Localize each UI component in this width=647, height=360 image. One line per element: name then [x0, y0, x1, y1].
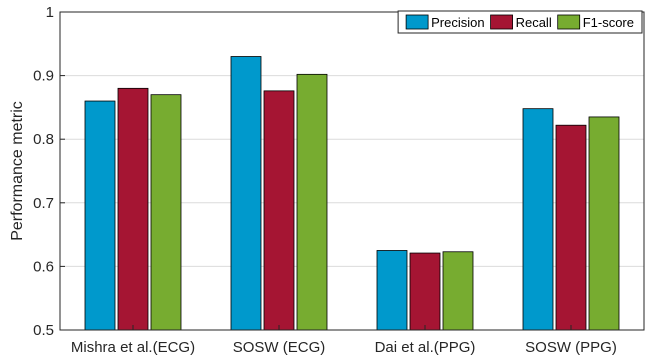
- y-tick-label: 0.8: [33, 131, 54, 148]
- bars: [84, 56, 620, 331]
- x-category-label: Mishra et al.(ECG): [71, 339, 195, 356]
- bar-precision-2: [376, 250, 408, 331]
- axes-box: [59, 11, 645, 331]
- x-category-label: SOSW (PPG): [525, 339, 617, 356]
- legend-swatch-2: [557, 14, 581, 30]
- y-tick-labels: 0.5 0.6 0.7 0.8 0.9 1: [33, 4, 65, 339]
- bar-recall-1: [263, 90, 295, 331]
- x-category-label: SOSW (ECG): [233, 339, 326, 356]
- y-tick-label: 0.5: [33, 322, 54, 339]
- legend-label: F1-score: [583, 15, 634, 30]
- legend-swatch-1: [490, 14, 513, 30]
- y-tick-label: 1: [46, 4, 54, 21]
- y-tick-label: 0.7: [33, 195, 54, 212]
- bar-precision-0: [84, 100, 116, 331]
- legend-box: [397, 10, 643, 34]
- bar-recall-0: [117, 87, 149, 331]
- y-axis-label: Performance metric: [9, 101, 26, 241]
- y-tick-label: 0.9: [33, 68, 54, 85]
- bar-recall-3: [555, 124, 587, 331]
- bar-precision-3: [522, 108, 554, 331]
- legend: Precision Recall F1-score: [397, 10, 643, 34]
- legend-label: Precision: [431, 15, 484, 30]
- x-category-labels: Mishra et al.(ECG) SOSW (ECG) Dai et al.(P…: [71, 325, 617, 356]
- y-tick-label: 0.6: [33, 258, 54, 275]
- bar-f1-score-1: [296, 73, 328, 331]
- legend-label: Recall: [516, 15, 552, 30]
- bar-f1-score-2: [442, 251, 474, 331]
- bar-precision-1: [230, 56, 262, 331]
- bar-f1-score-0: [150, 94, 182, 331]
- bar-f1-score-3: [588, 116, 620, 331]
- bar-recall-2: [409, 252, 441, 331]
- legend-swatch-0: [405, 14, 429, 30]
- x-category-label: Dai et al.(PPG): [375, 339, 476, 356]
